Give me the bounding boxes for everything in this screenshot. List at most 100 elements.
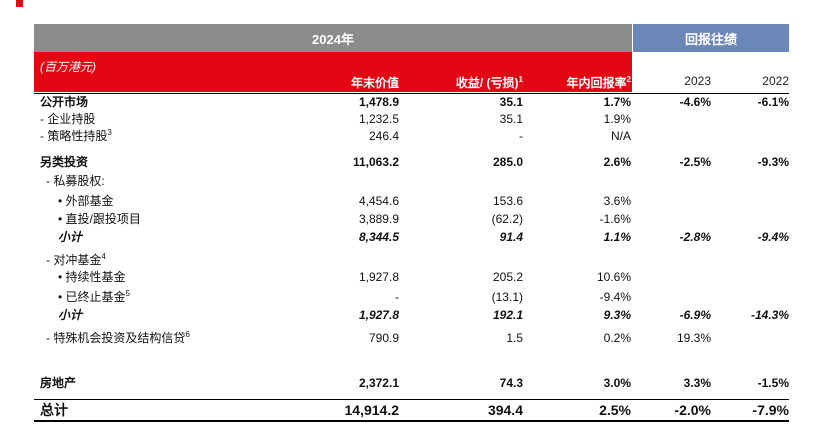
- total-bottom-rule: [34, 420, 789, 422]
- table-row: - 对冲基金4: [34, 252, 789, 269]
- cell-v5: -14.3%: [750, 308, 789, 322]
- table-row: 另类投资 11,063.2 285.0 2.6% -2.5% -9.3%: [34, 154, 789, 171]
- table-row: 公开市场 1,478.9 35.1 1.7% -4.6% -6.1%: [34, 94, 789, 111]
- table-row: • 外部基金 4,454.6 153.6 3.6%: [34, 193, 789, 210]
- header-period: 2024年: [34, 24, 632, 52]
- cell-v1: 790.9: [368, 331, 399, 345]
- row-label: 公开市场: [40, 94, 88, 111]
- row-label: - 企业持股: [40, 111, 95, 128]
- row-label: • 持续性基金: [58, 269, 126, 286]
- table-row: • 持续性基金 1,927.8 205.2 10.6%: [34, 269, 789, 286]
- cell-v5: -6.1%: [757, 95, 789, 109]
- col-header-value-text: 年末价值: [350, 76, 399, 90]
- table-row: - 企业持股 1,232.5 35.1 1.9%: [34, 111, 789, 128]
- cell-v3: -1.6%: [599, 212, 631, 226]
- col-header-return: 年内回报率2: [567, 74, 631, 91]
- row-label-text: 总计: [40, 402, 68, 418]
- cell-v4: 3.3%: [683, 376, 711, 390]
- row-footnote-mark: 4: [101, 252, 106, 261]
- cell-v4: -4.6%: [679, 95, 711, 109]
- cell-v1: 2,372.1: [358, 376, 399, 390]
- cell-v3: -9.4%: [599, 290, 631, 304]
- row-label-text: • 持续性基金: [58, 270, 126, 284]
- cell-v1: 1,232.5: [358, 112, 399, 126]
- row-label: 小计: [58, 229, 82, 246]
- cell-v3: 1.9%: [603, 112, 631, 126]
- row-label-text: • 已终止基金: [58, 290, 126, 304]
- row-label: 另类投资: [40, 154, 88, 171]
- cell-v2: 1.5: [506, 331, 523, 345]
- cell-v3: 1.7%: [603, 95, 631, 109]
- cell-v3: N/A: [610, 129, 631, 143]
- row-label: • 已终止基金5: [58, 289, 130, 306]
- row-label-text: - 私募股权:: [46, 174, 105, 188]
- row-label-text: - 对冲基金: [46, 253, 102, 267]
- row-label: - 策略性持股3: [40, 128, 112, 145]
- row-footnote-mark: 6: [185, 330, 190, 339]
- col-header-gain: 收益/ (亏损)1: [456, 74, 523, 91]
- cell-v3: 2.5%: [599, 402, 631, 418]
- cell-v1: 3,889.9: [358, 212, 399, 226]
- cell-v3: 3.0%: [603, 376, 631, 390]
- row-label: 总计: [40, 400, 68, 420]
- row-label: - 对冲基金4: [46, 252, 106, 269]
- col-header-gain-sup: 1: [518, 75, 523, 84]
- unit-label: (百万港元): [40, 60, 96, 74]
- cell-v3: 10.6%: [596, 270, 631, 284]
- cell-v5: -7.9%: [752, 402, 789, 418]
- cell-v2: 74.3: [499, 376, 523, 390]
- row-label-text: 公开市场: [40, 95, 89, 109]
- cell-v3: 3.6%: [603, 194, 631, 208]
- cell-v3: 9.3%: [603, 308, 631, 322]
- col-header-2023: 2023: [684, 74, 711, 88]
- table-row: 小计 1,927.8 192.1 9.3% -6.9% -14.3%: [34, 307, 789, 324]
- cell-v1: 1,927.8: [358, 308, 399, 322]
- row-label: • 外部基金: [58, 193, 114, 210]
- col-header-gain-text: 收益/ (亏损): [455, 76, 519, 90]
- cell-v2: -: [519, 129, 523, 143]
- cell-v1: 8,344.5: [358, 230, 399, 244]
- table-row: • 已终止基金5 - (13.1) -9.4%: [34, 289, 789, 306]
- table-row: - 策略性持股3 246.4 - N/A: [34, 128, 789, 145]
- cell-v2: 153.6: [492, 194, 523, 208]
- cell-v2: 205.2: [492, 270, 523, 284]
- row-label-text: 小计: [58, 230, 83, 244]
- cell-v4: -2.0%: [674, 402, 711, 418]
- cell-v2: 91.4: [499, 230, 523, 244]
- cell-v2: 192.1: [492, 308, 523, 322]
- header-history-label: 回报往绩: [684, 31, 737, 47]
- row-label-text: - 策略性持股: [40, 129, 108, 143]
- cell-v2: 394.4: [487, 402, 523, 418]
- row-label-text: 另类投资: [40, 155, 89, 169]
- table-row: 房地产 2,372.1 74.3 3.0% 3.3% -1.5%: [34, 375, 789, 392]
- row-label: - 私募股权:: [46, 173, 105, 190]
- row-label: 小计: [58, 307, 82, 324]
- col-header-return-text: 年内回报率: [566, 76, 627, 90]
- cell-v2: (13.1): [491, 290, 523, 304]
- cell-v4: 19.3%: [676, 331, 711, 345]
- cell-v4: -2.8%: [679, 230, 711, 244]
- total-top-rule: [34, 399, 789, 400]
- cell-v1: -: [395, 290, 399, 304]
- cell-v1: 246.4: [368, 129, 399, 143]
- row-label-text: - 企业持股: [40, 112, 96, 126]
- col-header-return-sup: 2: [626, 75, 631, 84]
- cell-v2: 35.1: [499, 112, 523, 126]
- row-footnote-mark: 5: [125, 289, 130, 298]
- row-label: 房地产: [40, 375, 76, 392]
- cell-v5: -1.5%: [757, 376, 789, 390]
- cell-v2: (62.2): [491, 212, 523, 226]
- cell-v1: 11,063.2: [352, 155, 399, 169]
- column-header-band: [34, 52, 632, 92]
- row-label: - 特殊机会投资及结构信贷6: [46, 330, 190, 347]
- header-history: 回报往绩: [633, 24, 789, 52]
- table-row: 小计 8,344.5 91.4 1.1% -2.8% -9.4%: [34, 229, 789, 246]
- row-label-text: 房地产: [40, 376, 77, 390]
- cell-v1: 1,478.9: [358, 95, 399, 109]
- cell-v3: 1.1%: [603, 230, 631, 244]
- header-rule: [34, 93, 789, 94]
- row-label-text: • 直投/跟投项目: [58, 212, 141, 226]
- table-row: - 私募股权:: [34, 173, 789, 190]
- row-label-text: - 特殊机会投资及结构信贷: [46, 331, 186, 345]
- row-label-text: 小计: [58, 308, 83, 322]
